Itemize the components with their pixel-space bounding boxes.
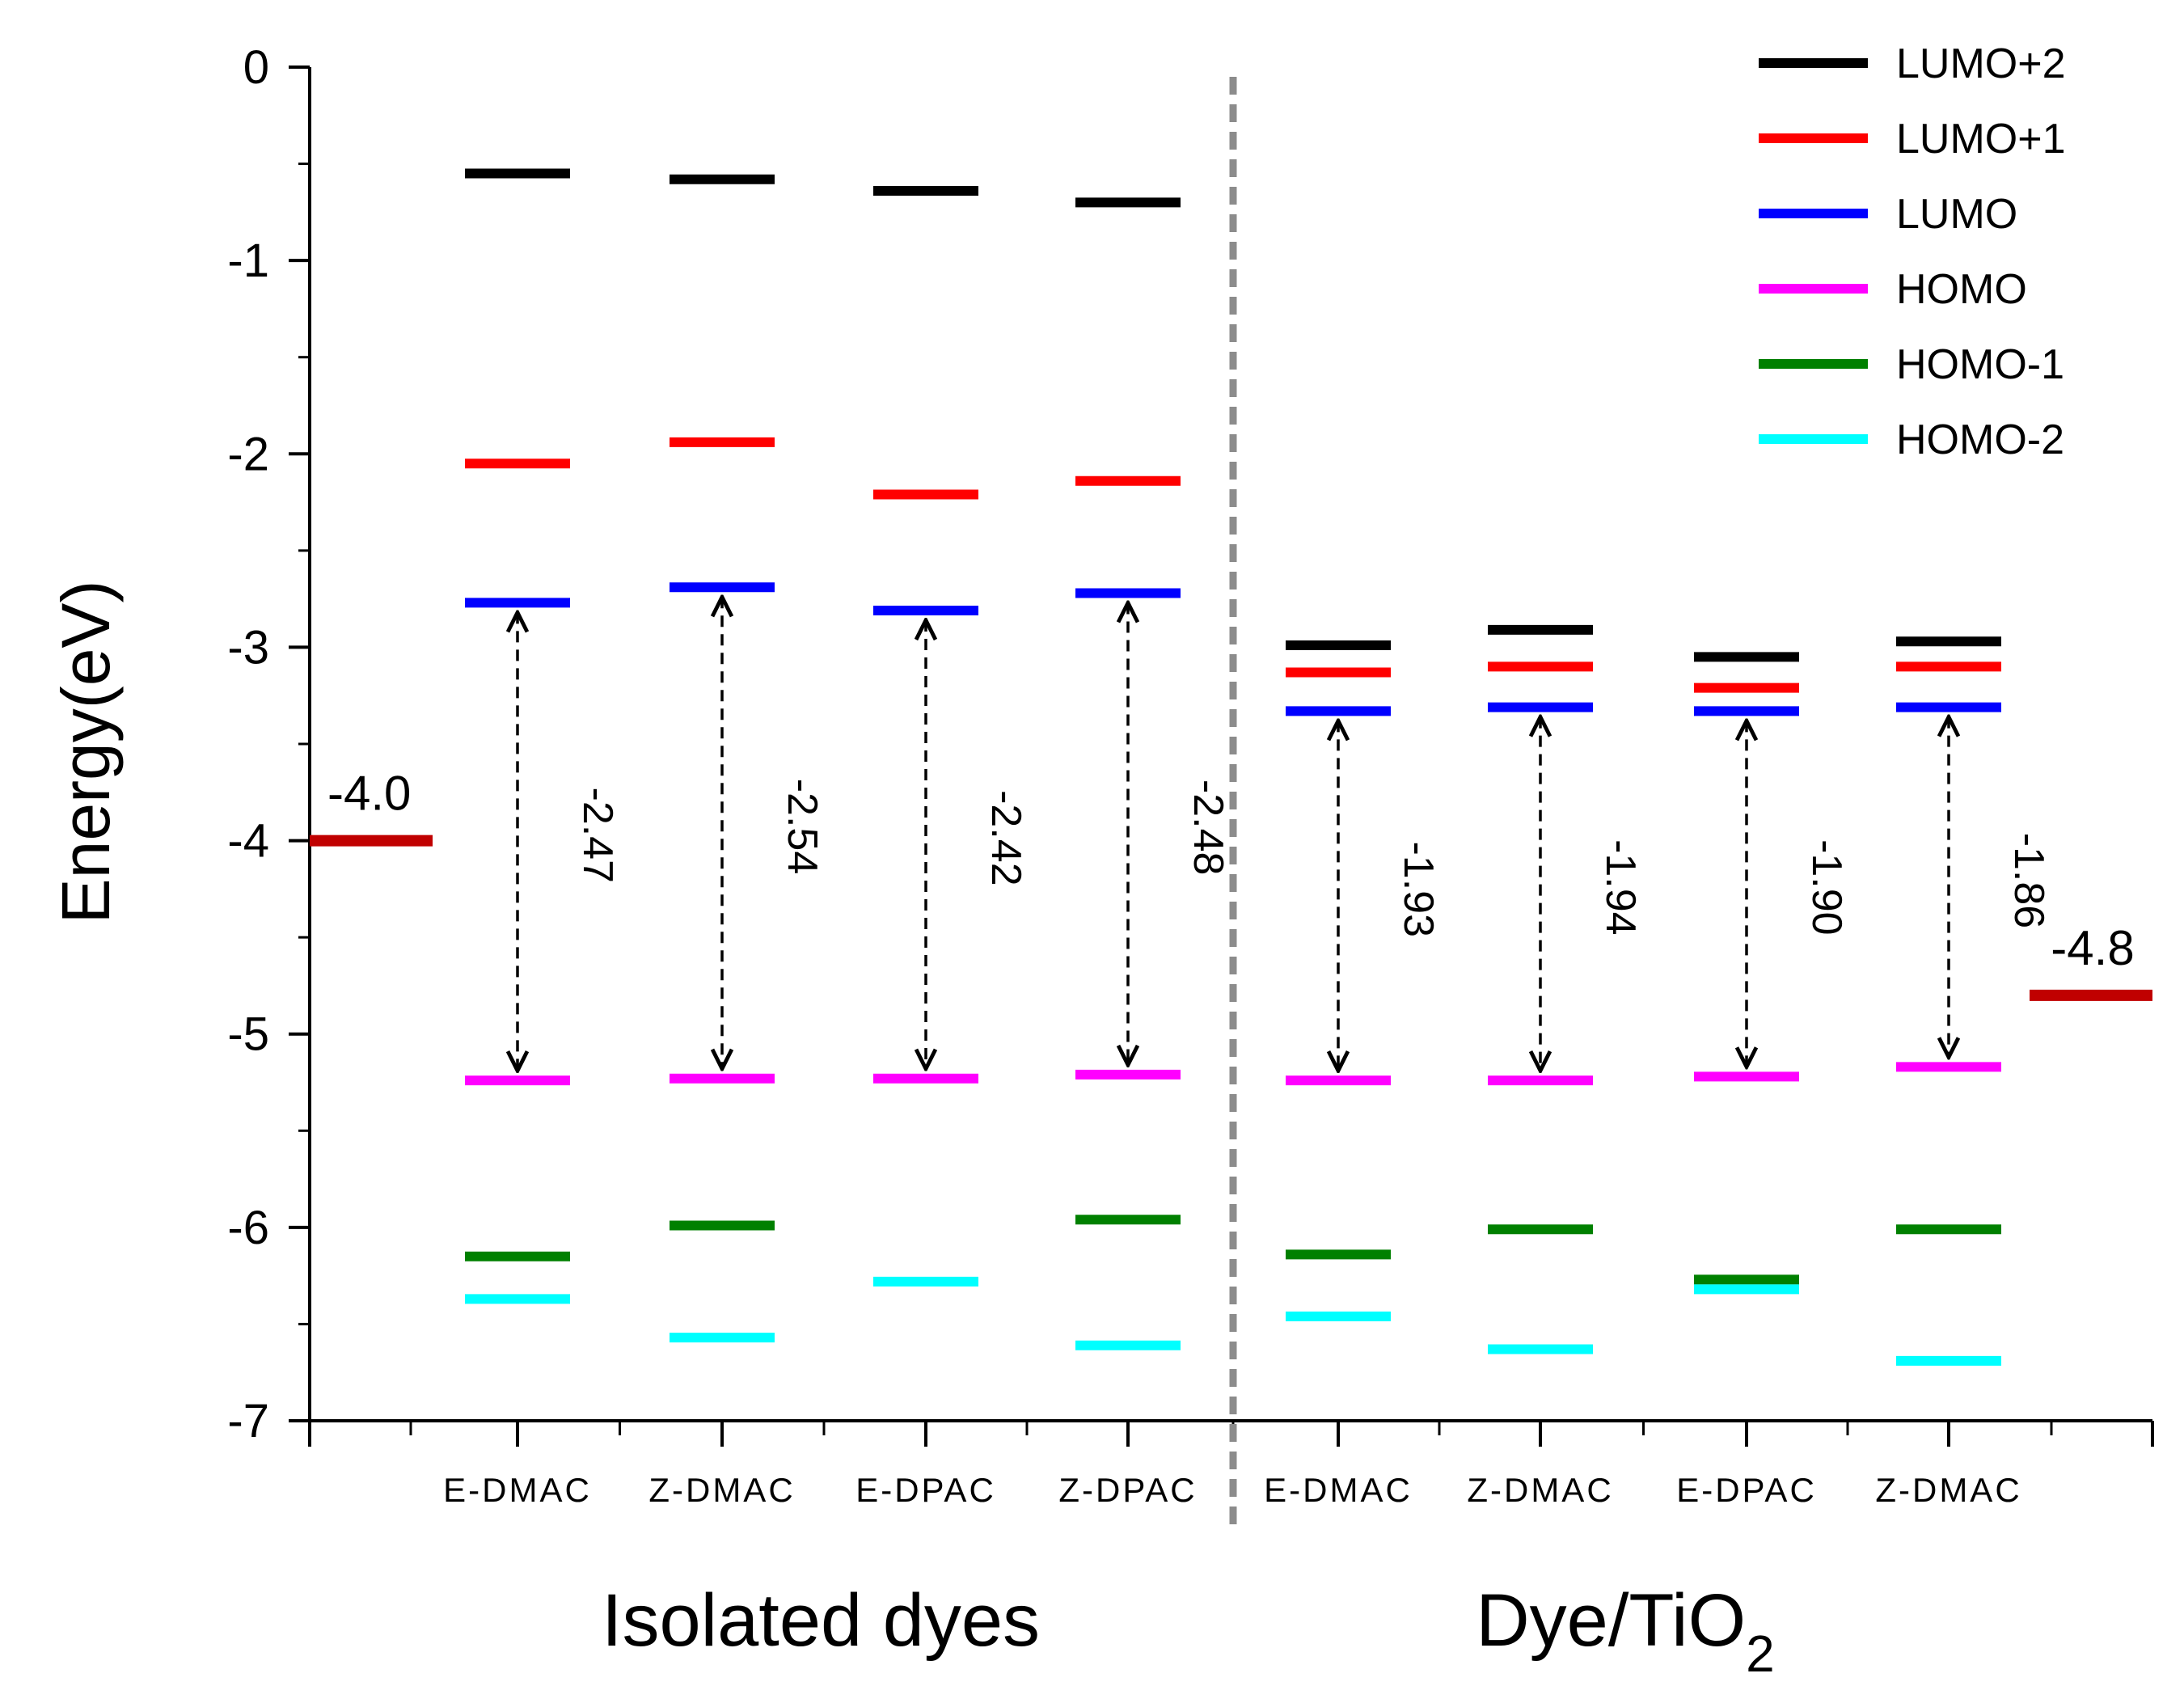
reference-level-label: -4.0 <box>327 767 411 821</box>
gap-label: -2.54 <box>779 779 826 875</box>
gap-label: -2.48 <box>1185 780 1231 876</box>
legend-label-lumo2: LUMO+2 <box>1896 40 2066 87</box>
category-label: Z-DMAC <box>648 1471 795 1509</box>
category-label: E-DMAC <box>1264 1471 1413 1509</box>
gap-label: -2.47 <box>574 788 621 884</box>
gap-label: -1.93 <box>1395 841 1442 937</box>
legend-label-lumo: LUMO <box>1896 191 2017 238</box>
y-axis-label: Energy(eV) <box>48 581 124 924</box>
legend-label-homo: HOMO <box>1896 266 2027 313</box>
gap-label: -1.90 <box>1803 839 1850 936</box>
y-tick-label: 0 <box>243 41 269 94</box>
plot-area: -2.47 -2.54 -2.42 -2.48 -1.93 -1.94 -1.90 -1.86… <box>310 77 2152 1524</box>
gap-label: -1.94 <box>1597 839 1644 936</box>
reference-level-label: -4.8 <box>2051 921 2134 975</box>
legend-label-homo2: HOMO-2 <box>1896 416 2064 463</box>
category-label: E-DPAC <box>855 1471 996 1509</box>
gap-label: -1.86 <box>2005 833 2052 929</box>
y-tick-label: -7 <box>227 1395 269 1447</box>
y-tick-label: -6 <box>227 1202 269 1254</box>
group-label-isolated: Isolated dyes <box>602 1579 1040 1662</box>
group-label-dye-tio2: Dye/TiO2 <box>1476 1579 1775 1683</box>
legend: LUMO+2 LUMO+1 LUMO HOMO HOMO-1 HOMO-2 <box>1759 40 2066 463</box>
category-label: Z-DMAC <box>1875 1471 2021 1509</box>
legend-label-homo1: HOMO-1 <box>1896 341 2064 388</box>
category-label: E-DPAC <box>1676 1471 1817 1509</box>
y-tick-label: -4 <box>227 815 269 868</box>
legend-label-lumo1: LUMO+1 <box>1896 116 2066 163</box>
category-label: E-DMAC <box>443 1471 592 1509</box>
category-label: Z-DPAC <box>1058 1471 1197 1509</box>
category-label: Z-DMAC <box>1467 1471 1613 1509</box>
subscript: 2 <box>1746 1625 1775 1683</box>
y-tick-label: -2 <box>227 428 269 480</box>
y-tick-label: -1 <box>227 235 269 287</box>
y-tick-label: -3 <box>227 621 269 674</box>
gap-label: -2.42 <box>982 790 1029 886</box>
y-tick-label: -5 <box>227 1008 269 1061</box>
